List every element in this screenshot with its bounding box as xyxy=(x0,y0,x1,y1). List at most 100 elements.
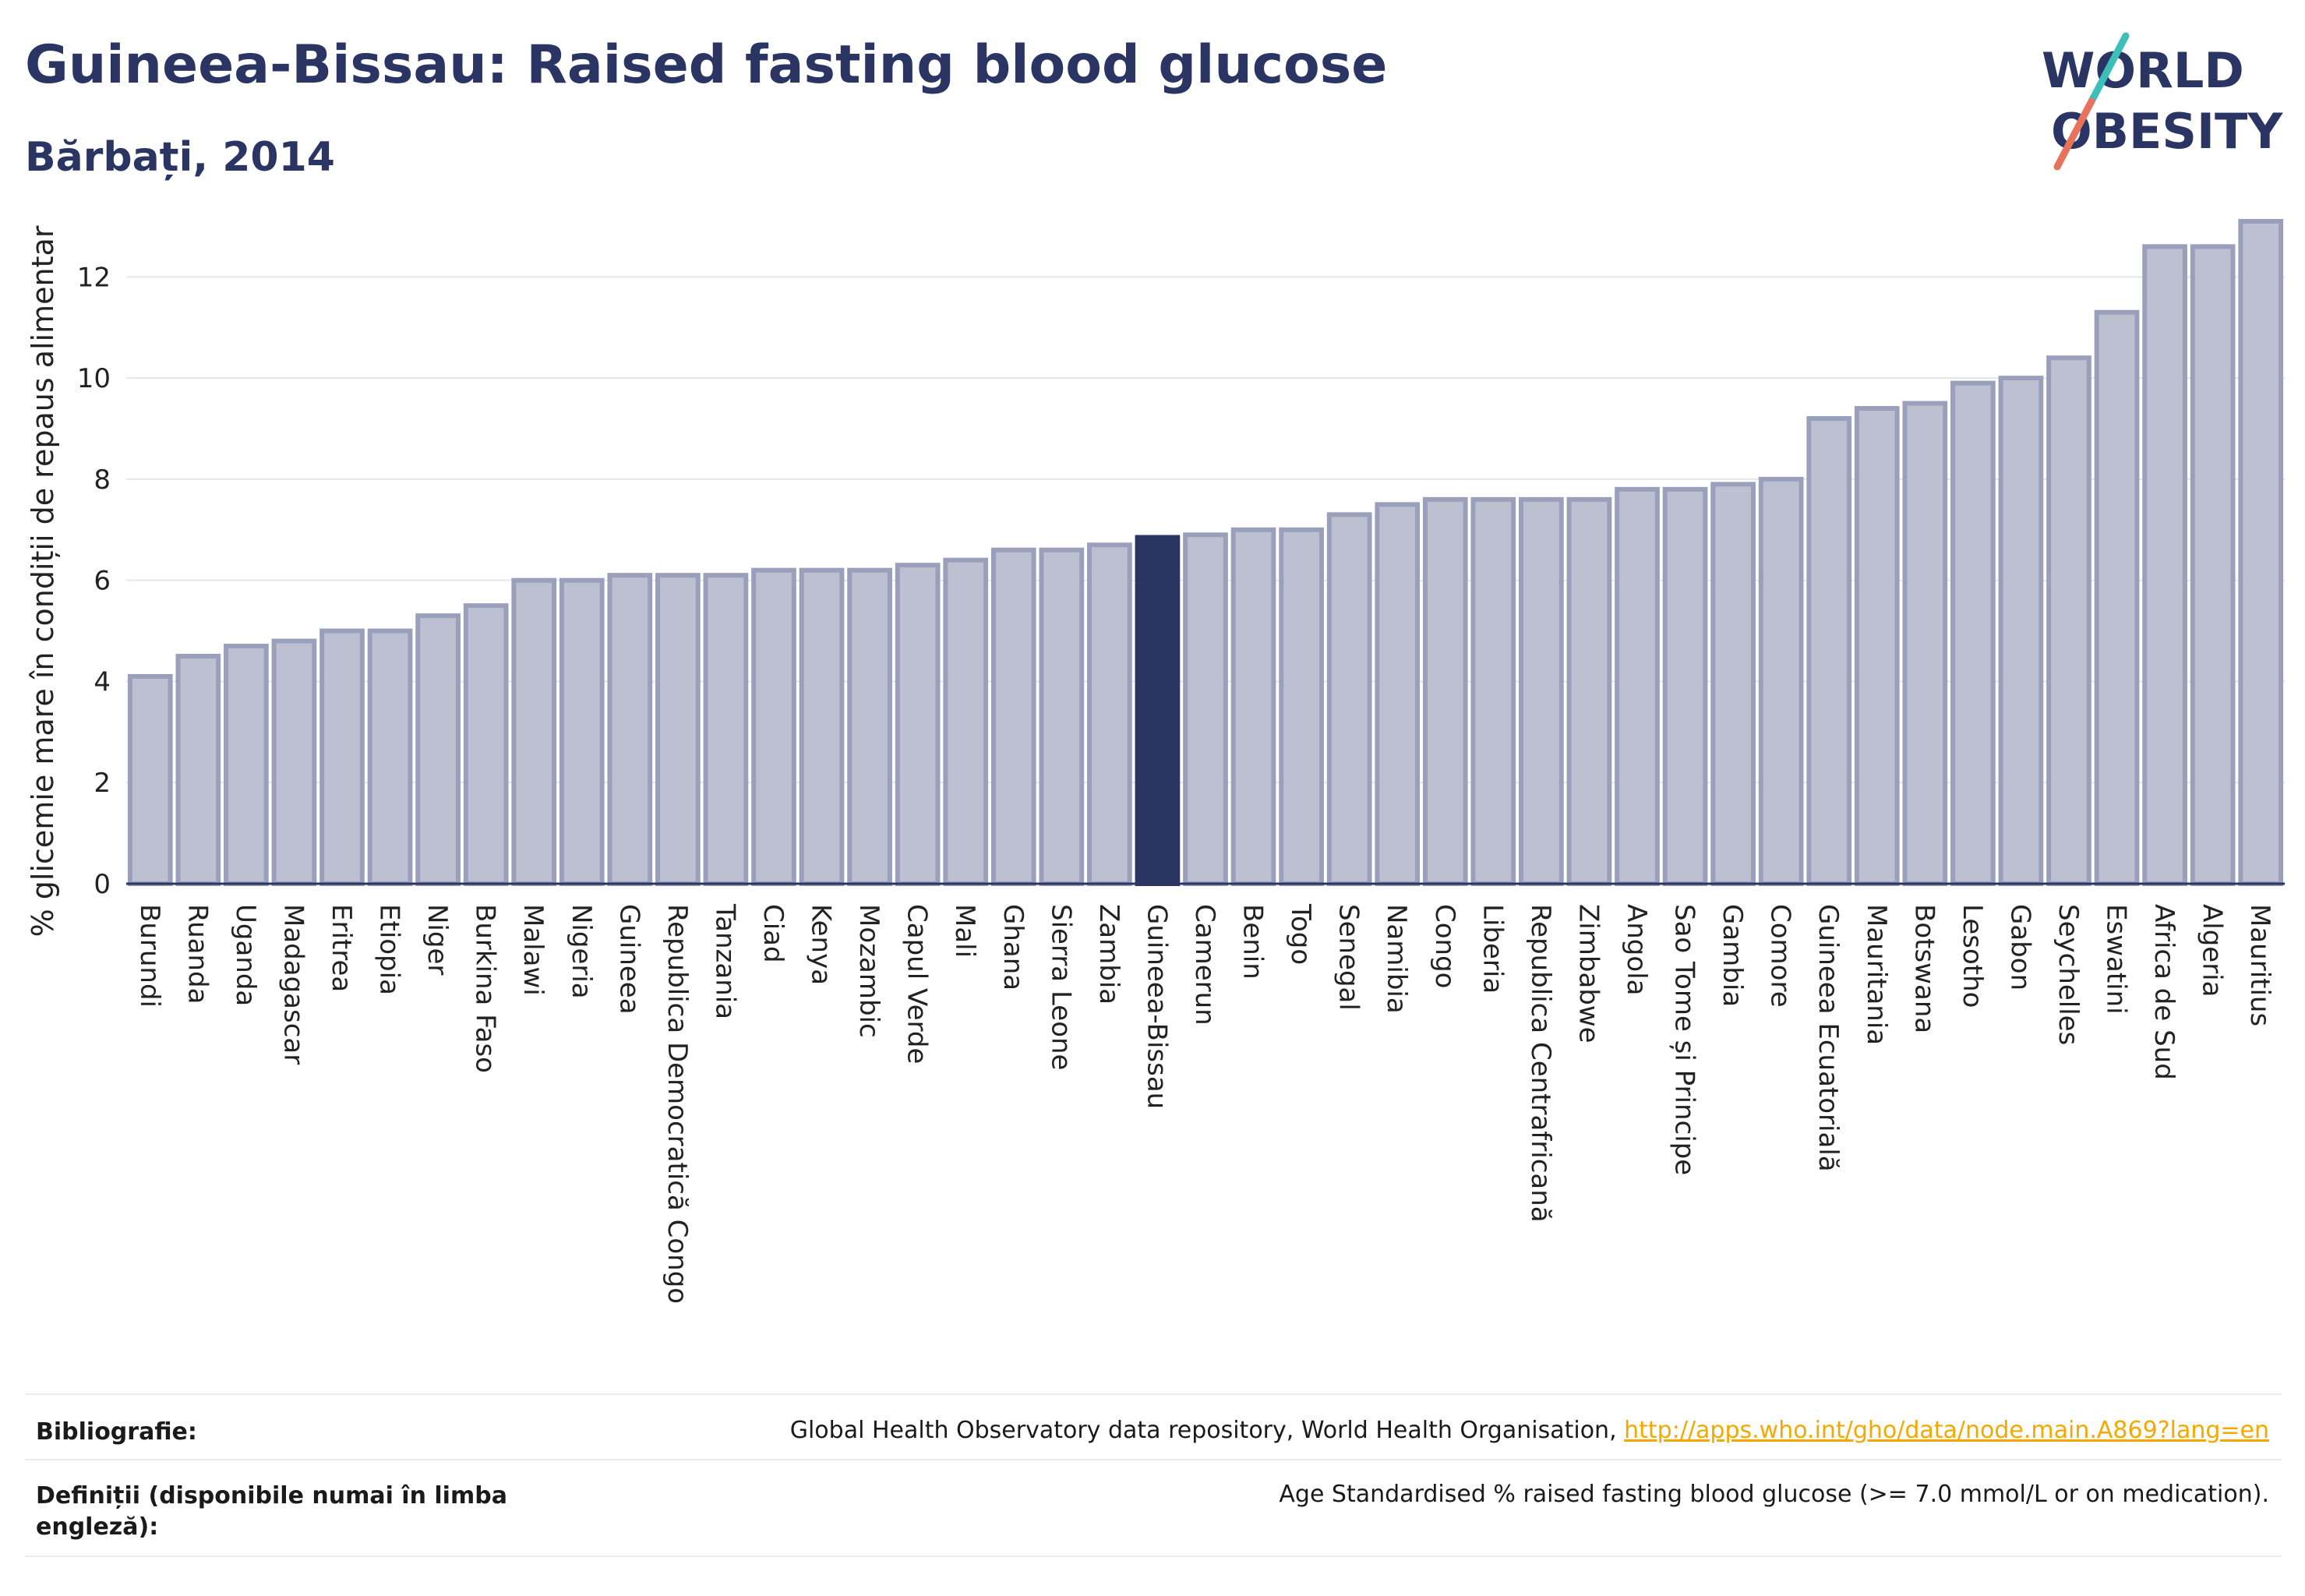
bar-lesotho xyxy=(1950,380,1996,887)
bar-capul-verde xyxy=(895,563,941,886)
bar-comore xyxy=(1758,476,1804,886)
x-tick-label: Mali xyxy=(949,904,980,958)
y-axis-label: % glicemie mare în condiții de repaus al… xyxy=(26,225,60,937)
bar-republica-centrafrican- xyxy=(1519,496,1564,886)
bar-botswana xyxy=(1902,401,1948,886)
bar-uganda xyxy=(224,644,269,886)
x-tick-label: Guineea-Bissau xyxy=(1141,904,1172,1109)
bar-madagascar xyxy=(271,638,317,886)
x-tick-label: Algeria xyxy=(2197,904,2228,997)
x-tick-label: Lesotho xyxy=(1957,904,1988,1008)
x-tick-label: Niger xyxy=(422,904,453,975)
x-tick-label: Senegal xyxy=(1333,904,1364,1011)
y-tick-label: 0 xyxy=(94,869,111,900)
bar-angola xyxy=(1615,486,1660,886)
chart-title: Guineea-Bissau: Raised fasting blood glu… xyxy=(25,34,1388,96)
x-tick-label: Ruanda xyxy=(182,904,213,1004)
x-tick-label: Seychelles xyxy=(2053,904,2084,1045)
bar-liberia xyxy=(1470,496,1516,886)
x-tick-label: Camerun xyxy=(1189,904,1220,1026)
bar-burkina-faso xyxy=(463,603,509,886)
bar-algeria xyxy=(2190,244,2236,886)
x-tick-label: Madagascar xyxy=(277,904,309,1065)
x-tick-label: Congo xyxy=(1429,904,1460,988)
y-tick-label: 4 xyxy=(94,666,111,697)
bar-eritrea xyxy=(319,628,365,886)
y-tick-label: 2 xyxy=(94,768,111,799)
x-tick-label: Capul Verde xyxy=(902,904,933,1064)
bar-mali xyxy=(943,557,989,886)
x-tick-label: Nigeria xyxy=(566,904,597,999)
definitions-label: Definiții (disponibile numai în limba en… xyxy=(36,1482,507,1541)
bar-etiopia xyxy=(367,628,413,886)
x-tick-label: Comore xyxy=(1765,904,1796,1008)
bar-togo xyxy=(1279,527,1324,886)
bibliography-source: Global Health Observatory data repositor… xyxy=(789,1417,1625,1444)
x-tick-label: Guineea xyxy=(613,904,644,1015)
bar-gabon xyxy=(1998,376,2044,887)
reference-divider-bottom xyxy=(25,1555,2282,1557)
x-tick-label: Tanzania xyxy=(709,903,740,1019)
x-tick-label: Mozambic xyxy=(853,904,884,1038)
x-tick-label: Etiopia xyxy=(374,904,405,995)
y-tick-label: 8 xyxy=(94,464,111,496)
bar-mauritius xyxy=(2238,218,2284,886)
x-tick-label: Republica Centrafricană xyxy=(1525,904,1556,1223)
bar-sierra-leone xyxy=(1039,547,1085,886)
x-tick-label: Zambia xyxy=(1093,904,1124,1005)
x-tick-label: Africa de Sud xyxy=(2148,904,2180,1080)
chart-subtitle: Bărbați, 2014 xyxy=(25,134,335,181)
x-tick-label: Gabon xyxy=(2004,904,2035,990)
bar-camerun xyxy=(1183,532,1228,886)
world-obesity-logo: WORLD OBESITY xyxy=(2042,32,2283,171)
bar-guineea-bissau xyxy=(1135,535,1181,886)
x-tick-label: Liberia xyxy=(1477,904,1508,994)
x-tick-label: Kenya xyxy=(806,904,837,985)
definitions-text: Age Standardised % raised fasting blood … xyxy=(1279,1481,2269,1508)
x-tick-label: Guineea Ecuatorială xyxy=(1813,904,1844,1172)
bar-nigeria xyxy=(559,577,605,887)
x-tick-label: Mauritania xyxy=(1861,904,1892,1045)
x-tick-label: Eswatini xyxy=(2101,904,2132,1015)
bar-africa-de-sud xyxy=(2142,244,2187,886)
bar-kenya xyxy=(799,567,845,886)
bar-guineea-ecuatorial- xyxy=(1806,416,1852,886)
x-tick-label: Malawi xyxy=(517,904,549,996)
x-tick-label: Ciad xyxy=(757,904,789,963)
logo-line2: OBESITY xyxy=(2051,103,2283,160)
bars xyxy=(127,218,2284,887)
bar-congo xyxy=(1422,496,1468,886)
x-tick-label: Togo xyxy=(1285,903,1316,965)
x-tick-label: Sao Tome și Principe xyxy=(1669,904,1700,1175)
x-tick-label: Benin xyxy=(1237,904,1269,980)
logo-slash-teal xyxy=(2088,32,2130,105)
x-axis-labels: Burundi Ruanda Uganda Madagascar Eritrea Etio… xyxy=(134,903,2275,1304)
bar-seychelles xyxy=(2046,355,2091,886)
bibliography-label: Bibliografie: xyxy=(36,1418,197,1446)
logo-slash-coral xyxy=(2053,97,2095,171)
bar-niger xyxy=(415,613,461,886)
reference-divider-middle xyxy=(25,1459,2282,1460)
x-tick-label: Zimbabwe xyxy=(1573,904,1604,1043)
x-tick-label: Republica Democratică Congo xyxy=(662,904,693,1304)
bar-chart: 0 2 4 6 8 10 12 Burundi Ruanda Uganda Madagascar E… xyxy=(26,218,2285,1304)
bar-benin xyxy=(1230,527,1276,886)
bar-malawi xyxy=(511,577,557,887)
bar-ghana xyxy=(990,547,1036,886)
bar-gambia xyxy=(1710,482,1756,886)
y-tick-label: 6 xyxy=(94,566,111,597)
bibliography-link[interactable]: http://apps.who.int/gho/data/node.main.A… xyxy=(1624,1417,2269,1444)
y-tick-label: 12 xyxy=(77,262,111,293)
bar-ruanda xyxy=(175,654,221,886)
bar-burundi xyxy=(127,673,173,886)
x-tick-label: Sierra Leone xyxy=(1045,904,1076,1070)
bar-sao-tome-i-principe xyxy=(1662,486,1708,886)
x-tick-label: Gambia xyxy=(1717,904,1748,1007)
bar-zimbabwe xyxy=(1566,496,1612,886)
bar-eswatini xyxy=(2094,309,2140,886)
bar-mauritania xyxy=(1854,406,1900,886)
y-tick-label: 10 xyxy=(77,363,111,394)
x-tick-label: Angola xyxy=(1621,904,1652,995)
bar-senegal xyxy=(1326,512,1372,886)
bar-tanzania xyxy=(703,573,749,887)
